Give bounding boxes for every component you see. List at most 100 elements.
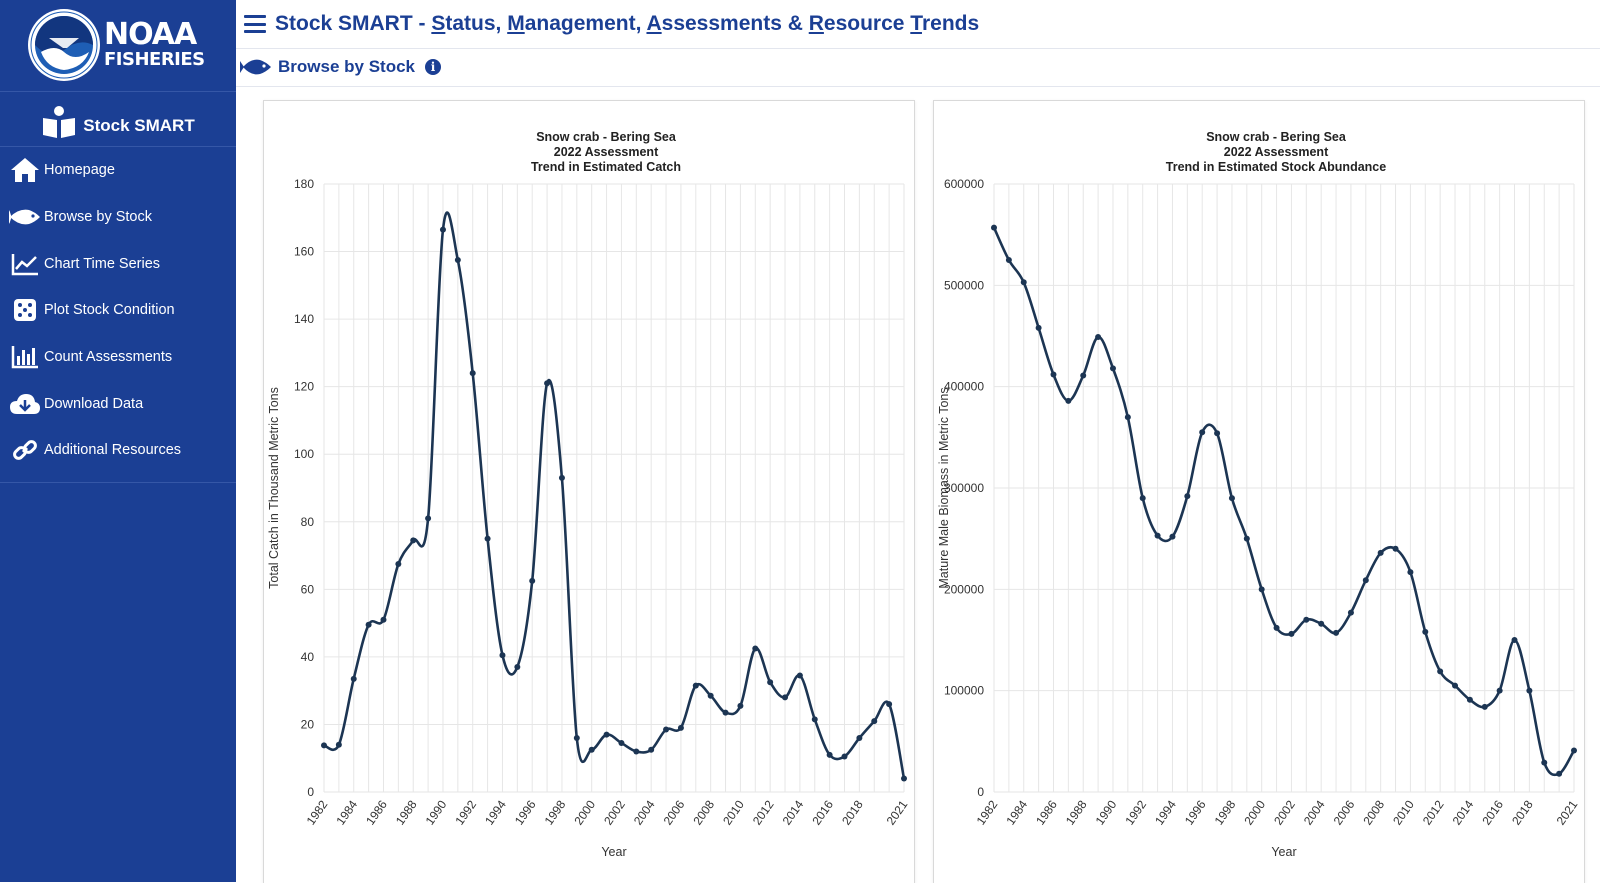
data-point	[529, 577, 536, 584]
x-tick-label: 1994	[482, 797, 509, 827]
x-tick-label: 2014	[1450, 797, 1477, 827]
y-tick-label: 600000	[944, 177, 984, 191]
info-icon[interactable]: i	[425, 59, 441, 75]
x-tick-label: 2008	[1360, 797, 1387, 827]
series-line	[323, 211, 906, 779]
x-tick-label: 2012	[750, 797, 777, 827]
title-part: R	[808, 12, 824, 35]
noaa-seal-icon[interactable]	[27, 8, 101, 82]
page-title: Browse by Stock	[278, 57, 415, 76]
sidebar-item-plot-stock-condition[interactable]: Plot Stock Condition	[0, 287, 236, 334]
sidebar-item-chart-time-series[interactable]: Chart Time Series	[0, 240, 236, 287]
y-tick-label: 100	[294, 447, 314, 461]
logo-area: NOAA FISHERIES	[0, 0, 236, 92]
data-point	[425, 515, 432, 522]
x-tick-label: 2016	[809, 797, 836, 827]
data-point	[782, 694, 789, 701]
data-point	[648, 746, 655, 753]
data-point	[1511, 637, 1518, 643]
data-point	[1109, 365, 1116, 372]
data-point	[1481, 703, 1488, 710]
data-point	[1571, 747, 1577, 754]
x-tick-label: 1998	[542, 797, 569, 827]
x-tick-label: 2004	[631, 797, 658, 827]
logo-line2: FISHERIES	[104, 49, 205, 70]
data-point	[1273, 624, 1280, 631]
data-point	[886, 701, 893, 708]
y-axis-label: Mature Male Biomass in Metric Tons	[937, 387, 951, 588]
title-part: A	[646, 12, 662, 35]
data-point	[469, 370, 476, 377]
x-tick-label: 2006	[661, 797, 688, 827]
abundance-chart-panel: Snow crab - Bering Sea 2022 Assessment Tre…	[933, 100, 1585, 883]
y-tick-label: 60	[301, 582, 315, 596]
sidebar-item-label: Chart Time Series	[44, 255, 161, 272]
sidebar-item-count-assessments[interactable]: Count Assessments	[0, 334, 236, 381]
data-point	[826, 751, 833, 758]
data-point	[1020, 279, 1027, 286]
data-point	[618, 740, 625, 747]
data-point	[752, 645, 759, 652]
data-point	[1184, 493, 1191, 500]
x-tick-label: 2008	[690, 797, 717, 827]
app-brand[interactable]: Stock SMART	[0, 92, 236, 147]
data-point	[841, 753, 848, 760]
data-point	[1258, 586, 1265, 593]
data-point	[558, 474, 565, 481]
data-point	[573, 734, 580, 741]
x-tick-label: 1996	[1182, 797, 1209, 827]
data-point	[544, 380, 551, 387]
data-point	[1139, 495, 1146, 502]
data-point	[1005, 257, 1012, 263]
x-tick-label: 1994	[1152, 797, 1179, 827]
title-part: Stock SMART -	[275, 12, 432, 35]
x-tick-label: 2012	[1420, 797, 1447, 827]
x-tick-label: 2002	[601, 797, 628, 827]
data-point	[1452, 682, 1459, 689]
sidebar-item-download-data[interactable]: Download Data	[0, 380, 236, 427]
x-tick-label: 1982	[974, 797, 1001, 827]
x-tick-label: 2006	[1331, 797, 1358, 827]
data-point	[380, 616, 387, 623]
catch-chart-panel: Snow crab - Bering Sea 2022 Assessment Tre…	[263, 100, 915, 883]
data-point	[1080, 372, 1087, 379]
x-tick-label: 2018	[839, 797, 866, 827]
sidebar-item-label: Homepage	[44, 162, 115, 179]
app-title: Stock SMART - Status, Management, Assess…	[275, 12, 979, 36]
fish-icon	[240, 59, 271, 75]
data-point	[811, 716, 818, 723]
sidebar-item-homepage[interactable]: Homepage	[0, 147, 236, 194]
x-tick-label: 1988	[1063, 797, 1090, 827]
data-point	[856, 734, 863, 741]
dice-icon	[9, 296, 41, 324]
data-point	[1422, 628, 1429, 635]
top-header: Stock SMART - Status, Management, Assess…	[236, 0, 1600, 49]
data-point	[1199, 429, 1206, 436]
data-point	[767, 679, 774, 686]
data-point	[1347, 609, 1354, 616]
data-point	[1318, 620, 1325, 627]
data-point	[499, 652, 506, 659]
x-tick-label: 2000	[571, 797, 598, 827]
sidebar-item-additional-resources[interactable]: Additional Resources	[0, 427, 236, 474]
data-point	[1437, 668, 1444, 675]
x-tick-label: 2004	[1301, 797, 1328, 827]
link-icon	[9, 436, 41, 464]
logo-line1: NOAA	[104, 17, 197, 52]
x-tick-label: 1982	[304, 797, 331, 827]
data-point	[901, 775, 907, 782]
data-point	[1362, 577, 1369, 584]
data-point	[871, 718, 878, 725]
title-part: rends	[921, 12, 980, 35]
x-tick-label: 1996	[512, 797, 539, 827]
data-point	[1377, 549, 1384, 556]
data-point	[1407, 569, 1414, 576]
x-tick-label: 1998	[1212, 797, 1239, 827]
x-tick-label: 1990	[1093, 797, 1120, 827]
y-tick-label: 500000	[944, 278, 984, 292]
x-tick-label: 2010	[1390, 797, 1417, 827]
menu-toggle-icon[interactable]	[244, 15, 266, 33]
x-axis-label: Year	[601, 845, 626, 859]
sidebar-item-browse-by-stock[interactable]: Browse by Stock	[0, 194, 236, 241]
